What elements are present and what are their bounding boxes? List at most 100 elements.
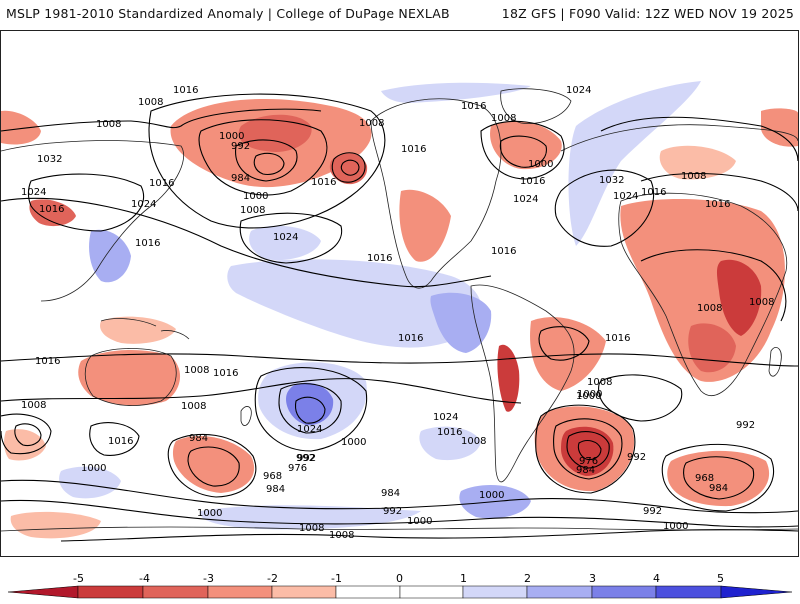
isobar-label: 1016 (401, 144, 426, 155)
isobar-label: 1016 (149, 178, 174, 189)
isobar-label: 992 (297, 453, 316, 464)
isobar-south-pacific-high-3 (294, 396, 326, 424)
anomaly-positive-south-pacific-high-core (286, 382, 334, 426)
colorbar-seg-neg2 (207, 585, 273, 599)
anomaly-negative-south-pacific-low (172, 436, 255, 493)
anomaly-positive-arctic-east (381, 82, 531, 103)
isobar-south-atlantic-low-2 (553, 418, 623, 480)
isobar-label: 1016 (39, 204, 64, 215)
isobar-eurasia-high (27, 173, 145, 232)
isobar-label: 1008 (96, 119, 121, 130)
isobar-label: 1024 (21, 187, 46, 198)
isobar-gulf-alaska-inner (340, 159, 360, 176)
isobar-south-atlantic-low-4 (577, 440, 602, 461)
coast-eurasia (1, 124, 798, 302)
anomaly-negative-south-america (530, 317, 606, 391)
isobar-aleutian-mid (198, 119, 328, 196)
isobar-label: 992 (736, 420, 755, 431)
isobar-label: 984 (231, 173, 250, 184)
isobar-south-atlantic-low-1 (535, 404, 636, 494)
isobar-label: 1000 (81, 463, 106, 474)
colorbar-tick-label: 1 (460, 572, 467, 585)
anomaly-negative-africa-core (717, 259, 762, 336)
anomaly-negative-aleutian-core (238, 114, 312, 152)
world-map: 1016 1008 1008 1000 992 984 1000 1008 10… (0, 30, 799, 557)
anomaly-negative-europe (659, 145, 736, 180)
isobar-label: 984 (189, 433, 208, 444)
isobar-label: 1008 (697, 303, 722, 314)
isobar-label: 992 (296, 453, 315, 464)
colorbar-seg-zero-neg (335, 585, 401, 599)
isobar-label: 1016 (35, 356, 60, 367)
isobar-label: 1032 (37, 154, 62, 165)
coast-new-zealand (240, 406, 252, 426)
isobar-label: 1016 (398, 333, 423, 344)
isobar-label: 992 (643, 506, 662, 517)
anomaly-negative-north-atlantic (490, 121, 562, 170)
isobar-south-pacific-high-1 (254, 367, 368, 452)
isobar-africa (640, 249, 787, 322)
isobar-label: 992 (627, 452, 646, 463)
coast-north-america (370, 98, 502, 289)
isobar-label: 1000 (479, 490, 504, 501)
isobar-south-pacific-low-2 (187, 446, 240, 487)
isobar-label: 1000 (407, 516, 432, 527)
isobar-labels: 1016 1008 1008 1000 992 984 1000 1008 10… (21, 85, 774, 541)
coast-madagascar (768, 347, 782, 377)
isobar-south-atlantic-low-3 (566, 431, 610, 469)
colorbar-tick-label: 4 (653, 572, 660, 585)
isobar-south-pacific-high-2 (278, 383, 342, 434)
anomaly-negative-south-africa (688, 323, 736, 373)
colorbar-tick-label: -4 (139, 572, 150, 585)
isobar-label: 1008 (181, 401, 206, 412)
isobar-label: 1016 (135, 238, 160, 249)
isobar-label: 1024 (297, 424, 322, 435)
anomaly-positive-south-west (59, 466, 121, 499)
anomaly-negative-east-asia (29, 199, 77, 227)
isobar-label: 984 (709, 483, 728, 494)
isobar-north-pacific-high (239, 212, 343, 264)
anomaly-shading (1, 81, 798, 539)
anomaly-positive-east-pacific-core (430, 292, 492, 353)
isobar-label: 1016 (491, 246, 516, 257)
colorbar-tick-label: -3 (203, 572, 214, 585)
colorbar-seg-pos3 (591, 585, 657, 599)
isobar-label: 1024 (131, 199, 156, 210)
isobar-label: 1024 (513, 194, 538, 205)
anomaly-map-svg: 1016 1008 1008 1000 992 984 1000 1008 10… (1, 81, 798, 542)
colorbar-seg-neg3 (142, 585, 209, 599)
isobar-southern-2 (1, 499, 798, 528)
colorbar-tick-label: 2 (524, 572, 531, 585)
colorbar-tick-label: 5 (717, 572, 724, 585)
isobar-label: 1008 (329, 530, 354, 541)
anomaly-negative-western-us (399, 189, 451, 262)
colorbar-segments (7, 585, 793, 599)
isobar-gulf-alaska (331, 152, 366, 183)
colorbar-seg-pos1 (462, 585, 528, 599)
isobar-label: 968 (263, 471, 282, 482)
isobar-label: 1008 (21, 400, 46, 411)
anomaly-positive-north-pacific (249, 225, 321, 261)
isobar-label: 1008 (491, 113, 516, 124)
isobar-label: 1000 (576, 391, 601, 402)
colorbar-tick-label: 3 (589, 572, 596, 585)
anomaly-negative-gulf-alaska (329, 153, 368, 185)
isobar-equatorial-1 (1, 353, 798, 367)
isobar-label: 1024 (613, 191, 638, 202)
isobar-label: 976 (288, 463, 307, 474)
isobar-south-indian-low-1 (661, 443, 775, 512)
model-run-info: 18Z GFS | F090 Valid: 12Z WED NOV 19 202… (501, 6, 794, 21)
anomaly-positive-southern-ocean (419, 426, 481, 461)
colorbar-tick-label: -2 (267, 572, 278, 585)
isobar-label: 1016 (108, 436, 133, 447)
isobar-label: 992 (231, 141, 250, 152)
isobar-label: 1008 (240, 205, 265, 216)
isobar-label: 1008 (299, 523, 324, 534)
isobar-label: 1016 (311, 177, 336, 188)
coast-south-america (470, 284, 575, 483)
isobar-label: 1000 (197, 508, 222, 519)
isobar-label: 984 (381, 488, 400, 499)
isobar-europe (640, 172, 798, 212)
coast-greenland (500, 88, 572, 124)
isobar-aleutian-core (253, 152, 285, 175)
